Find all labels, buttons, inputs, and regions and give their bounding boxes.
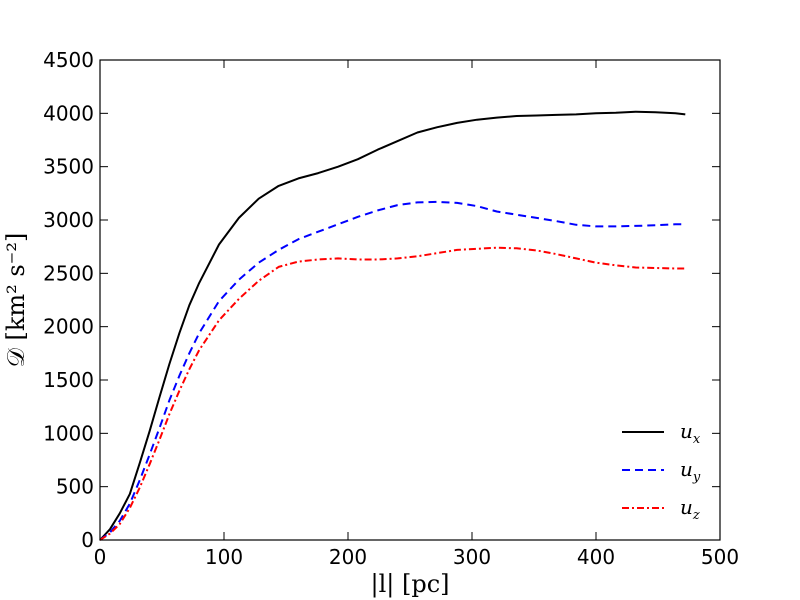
x-tick-label: 200 [329, 545, 367, 569]
legend-label-y: uy [680, 457, 701, 485]
x-tick-label: 400 [577, 545, 615, 569]
plot-area [100, 60, 720, 540]
x-tick-label: 0 [94, 545, 107, 569]
y-tick-label: 1500 [43, 368, 94, 392]
y-tick-label: 3500 [43, 155, 94, 179]
series-line-x [99, 110, 686, 541]
legend-label-z: uz [680, 495, 700, 523]
legend-label-x: ux [680, 419, 701, 447]
y-axis-label: 𝒟 [km² s⁻²] [2, 233, 30, 368]
y-tick-label: 4500 [43, 48, 94, 72]
x-tick-label: 300 [453, 545, 491, 569]
series-layer [99, 110, 686, 541]
x-axis-label: |l| [pc] [370, 570, 449, 599]
x-tick-label: 500 [701, 545, 739, 569]
y-tick-label: 1000 [43, 421, 94, 445]
y-tick-label: 4000 [43, 101, 94, 125]
tick-layer: 0 100 200 300 400 500 0 500 1000 1500 2000 2500 3000… [43, 48, 739, 569]
x-tick-label: 100 [205, 545, 243, 569]
y-tick-label: 3000 [43, 208, 94, 232]
legend: ux uy uz [622, 419, 701, 523]
series-line-z [99, 246, 686, 541]
y-tick-label: 0 [81, 528, 94, 552]
y-tick-label: 500 [56, 475, 94, 499]
y-tick-label: 2500 [43, 261, 94, 285]
y-tick-label: 2000 [43, 315, 94, 339]
series-line-y [99, 200, 686, 541]
plot-frame [99, 59, 721, 541]
